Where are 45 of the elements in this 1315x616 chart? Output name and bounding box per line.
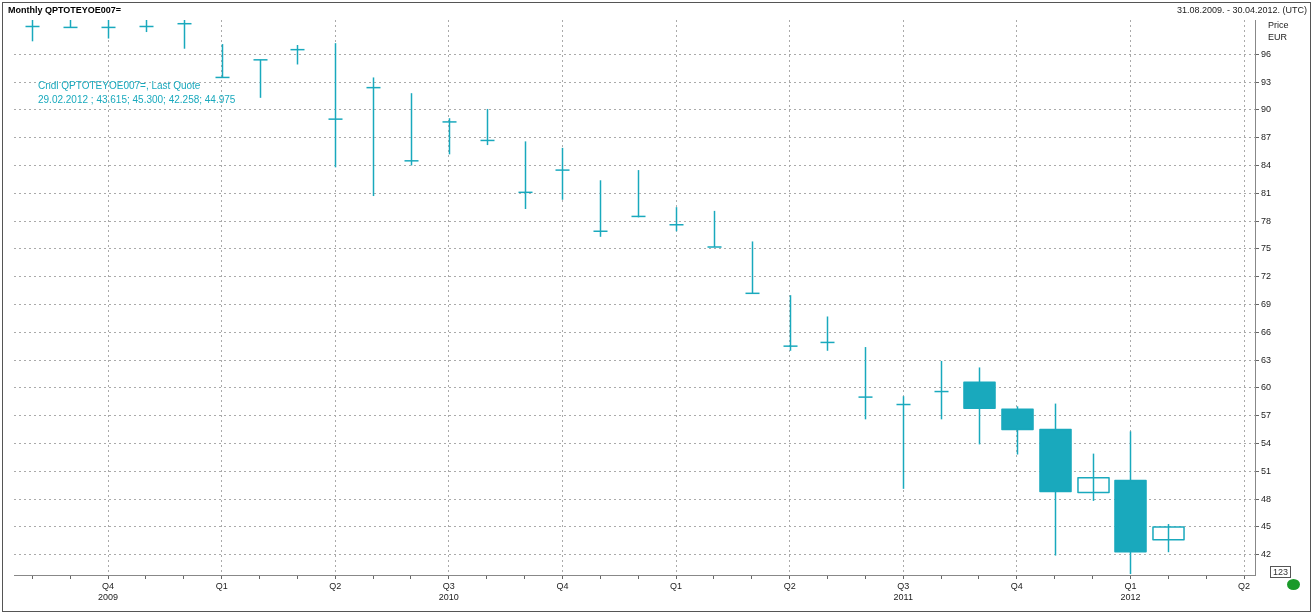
x-tick-label: Q4 2009 bbox=[98, 580, 119, 602]
x-tick-label: Q1 bbox=[215, 580, 228, 591]
y-tick-label: 81 bbox=[1261, 187, 1272, 198]
candlestick bbox=[441, 117, 458, 156]
y-tick-label: 90 bbox=[1261, 104, 1272, 115]
text: 123 bbox=[1270, 566, 1292, 578]
y-tick-label: 69 bbox=[1261, 298, 1272, 309]
y-tick-label: 93 bbox=[1261, 76, 1272, 87]
y-tick-label: 42 bbox=[1261, 549, 1272, 560]
candlestick bbox=[706, 210, 723, 248]
chart-subtitle: 31.08.2009. - 30.04.2012. (UTC) bbox=[1176, 5, 1307, 15]
candlestick bbox=[403, 92, 420, 167]
candlestick bbox=[668, 206, 685, 232]
x-tick-label: Q2 bbox=[1238, 580, 1251, 591]
candlestick bbox=[252, 59, 269, 99]
y-axis-title: Price EUR bbox=[1268, 19, 1290, 43]
x-tick-label: Q4 bbox=[1010, 580, 1023, 591]
y-tick-label: 57 bbox=[1261, 410, 1272, 421]
annotation: 29.02.2012 ; 43.615; 45.300; 42.258; 44.975 bbox=[38, 94, 236, 105]
y-tick-label: 84 bbox=[1261, 159, 1272, 170]
x-tick-label: Q1 2012 bbox=[1120, 580, 1141, 602]
y-tick-label: 45 bbox=[1261, 521, 1272, 532]
candlestick bbox=[554, 147, 571, 201]
annotation: Cndl QPTOTEYOE007=, Last Quote bbox=[38, 80, 201, 91]
y-tick-label: 48 bbox=[1261, 493, 1272, 504]
y-tick-label: 60 bbox=[1261, 382, 1272, 393]
y-tick-label: 87 bbox=[1261, 132, 1272, 143]
candlestick bbox=[782, 294, 799, 352]
y-tick-label: 54 bbox=[1261, 437, 1272, 448]
x-tick-label: Q2 bbox=[329, 580, 342, 591]
x-tick-label: Q3 2010 bbox=[438, 580, 459, 602]
y-tick-label: 63 bbox=[1261, 354, 1272, 365]
x-tick-label: Q1 bbox=[670, 580, 683, 591]
y-tick-label: 72 bbox=[1261, 271, 1272, 282]
y-tick-label: 96 bbox=[1261, 48, 1272, 59]
x-tick-label: Q4 bbox=[556, 580, 569, 591]
candlestick bbox=[327, 42, 344, 169]
candlestick bbox=[857, 346, 874, 421]
y-tick-label: 78 bbox=[1261, 215, 1272, 226]
y-tick-label: 66 bbox=[1261, 326, 1272, 337]
y-tick-label: 75 bbox=[1261, 243, 1272, 254]
x-tick-label: Q2 bbox=[783, 580, 796, 591]
chart-title: Monthly QPTOTEYOE007= bbox=[8, 5, 122, 15]
x-tick-label: Q3 2011 bbox=[893, 580, 913, 602]
y-tick-label: 51 bbox=[1261, 465, 1272, 476]
